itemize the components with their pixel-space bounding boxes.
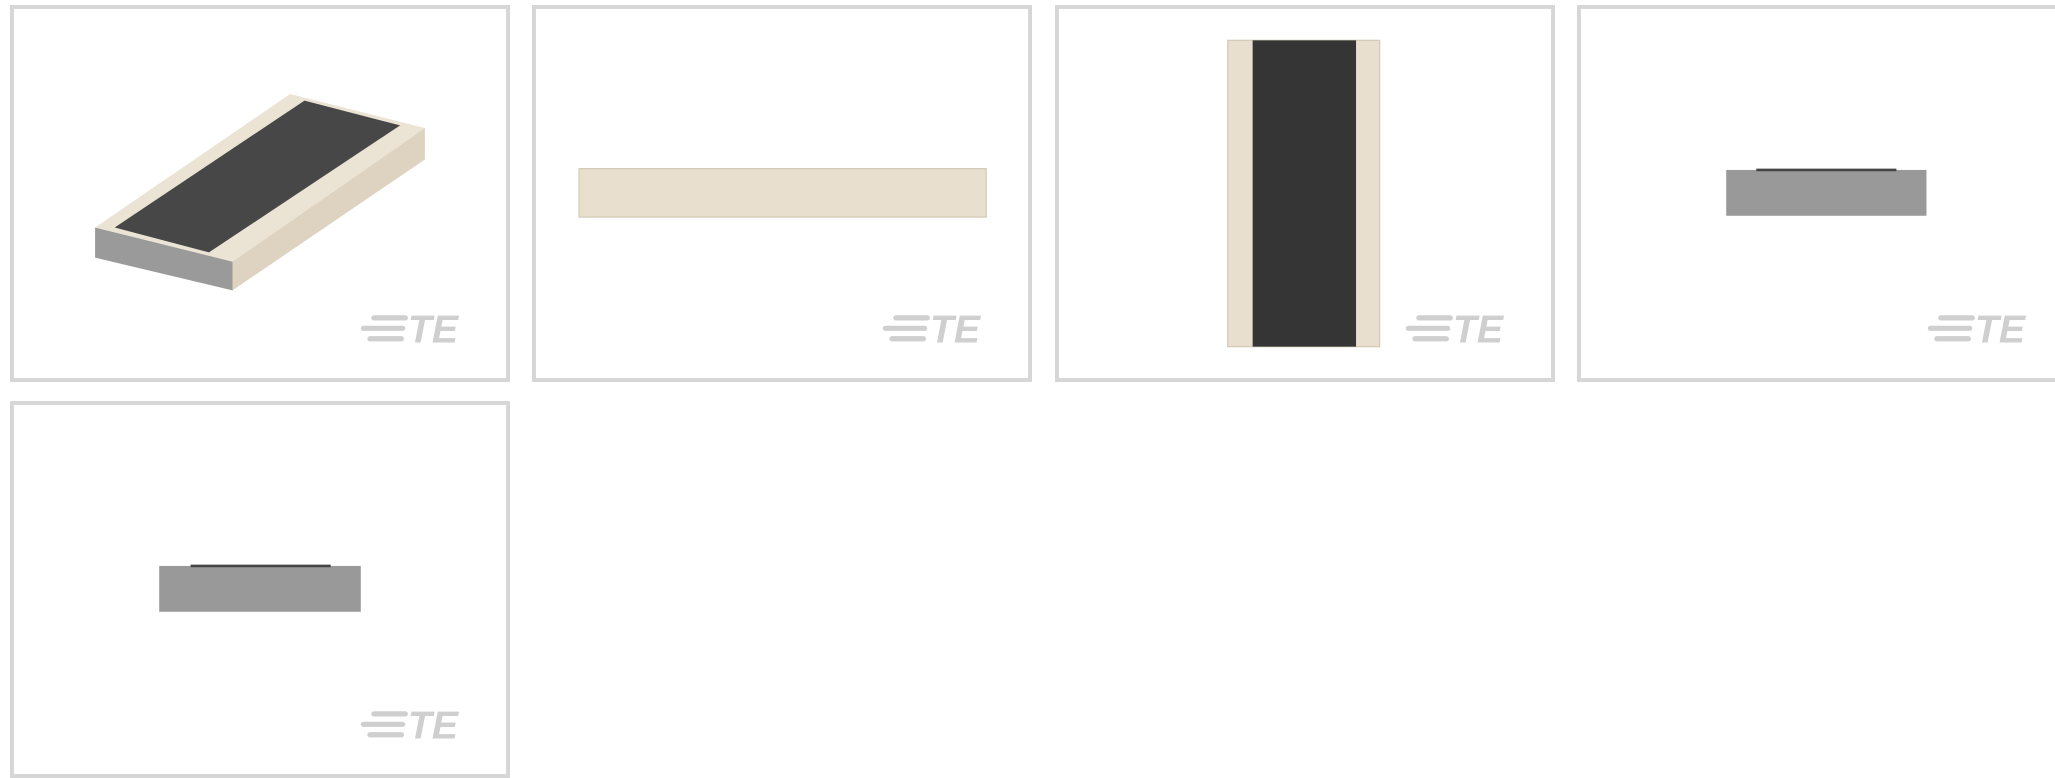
product-image: TE xyxy=(10,5,510,382)
product-image: TE xyxy=(10,401,510,778)
product-image-tile[interactable]: TE xyxy=(10,5,510,382)
brand-logo: TE xyxy=(408,308,460,352)
product-image-tile[interactable]: TE xyxy=(532,5,1032,382)
page: TETE TE TE TE (() => { const data = JSON… xyxy=(0,0,2055,773)
product-image-tile[interactable]: TE xyxy=(1577,5,2055,382)
brand-logo: TE xyxy=(930,308,982,352)
brand-logo: TE xyxy=(408,704,460,748)
product-image-tile[interactable]: TE xyxy=(1055,5,1555,382)
brand-logo: TE xyxy=(1453,308,1505,352)
product-image-tile[interactable]: TE xyxy=(10,401,510,778)
product-image: TE xyxy=(1055,5,1555,382)
brand-logo: TE xyxy=(1975,308,2027,352)
product-image: TE xyxy=(1577,5,2055,382)
product-image: TE xyxy=(532,5,1032,382)
